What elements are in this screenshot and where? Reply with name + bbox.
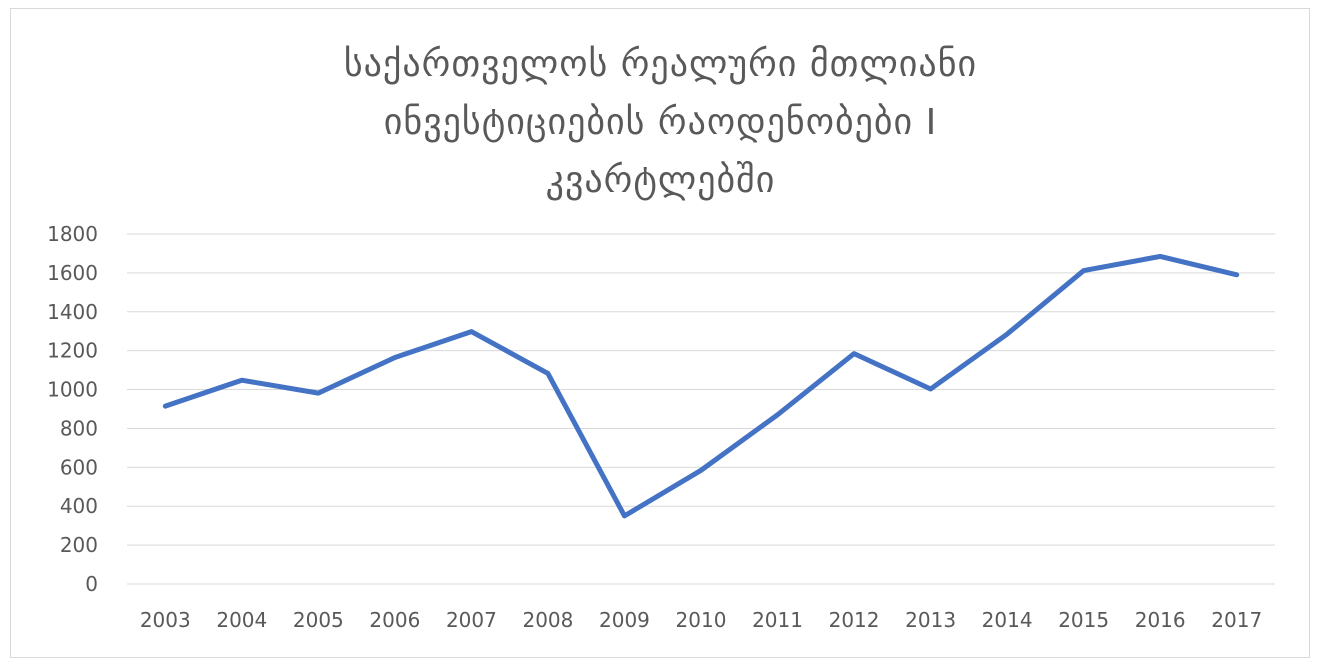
x-axis-tick-labels: 2003 2004 2005 2006 2007 2008 2009 2010 2011 2012… — [140, 608, 1262, 632]
x-tick-label: 2012 — [829, 608, 880, 632]
data-point-2011 — [776, 413, 779, 416]
x-tick-label: 2016 — [1135, 608, 1186, 632]
chart-title: საქართველოს რეალური მთლიანი ინვესტიციები… — [0, 36, 1321, 210]
x-tick-label: 2008 — [522, 608, 573, 632]
y-tick-label: 1800 — [47, 222, 98, 246]
x-tick-label: 2007 — [446, 608, 497, 632]
chart-frame — [10, 8, 1310, 658]
x-tick-label: 2003 — [140, 608, 191, 632]
x-tick-label: 2011 — [752, 608, 803, 632]
data-point-2004 — [240, 379, 243, 382]
y-tick-label: 200 — [60, 533, 98, 557]
x-tick-label: 2014 — [982, 608, 1033, 632]
x-tick-label: 2010 — [676, 608, 727, 632]
y-tick-label: 400 — [60, 494, 98, 518]
data-point-2006 — [393, 356, 396, 359]
data-point-2009 — [623, 514, 626, 517]
y-axis-tick-labels: 0 200 400 600 800 1000 1200 1400 1600 1800 — [47, 222, 98, 596]
data-point-2005 — [317, 392, 320, 395]
data-point-2012 — [853, 352, 856, 355]
series-line-group — [162, 253, 1240, 519]
x-tick-label: 2005 — [293, 608, 344, 632]
x-tick-label: 2015 — [1058, 608, 1109, 632]
x-tick-label: 2009 — [599, 608, 650, 632]
y-tick-label: 1400 — [47, 300, 98, 324]
data-point-2013 — [929, 387, 932, 390]
data-point-2007 — [470, 330, 473, 333]
y-tick-label: 600 — [60, 455, 98, 479]
data-point-2008 — [546, 372, 549, 375]
x-tick-label: 2017 — [1211, 608, 1262, 632]
x-tick-label: 2004 — [216, 608, 267, 632]
chart-title-line-2: ინვესტიციების რაოდენობები I — [383, 102, 938, 143]
chart-title-line-1: საქართველოს რეალური მთლიანი — [343, 44, 978, 85]
x-tick-label: 2013 — [905, 608, 956, 632]
y-tick-label: 1000 — [47, 378, 98, 402]
gridlines — [127, 233, 1275, 585]
y-tick-label: 1200 — [47, 339, 98, 363]
chart-title-line-3: კვარტლებში — [545, 160, 776, 201]
data-point-2010 — [700, 469, 702, 472]
y-tick-label: 800 — [60, 416, 98, 440]
data-point-2003 — [164, 405, 167, 408]
data-point-2015 — [1082, 269, 1085, 272]
series-line — [162, 253, 1240, 519]
data-point-2017 — [1235, 273, 1238, 276]
data-point-2016 — [1159, 255, 1162, 258]
x-tick-label: 2006 — [369, 608, 420, 632]
y-tick-label: 1600 — [47, 261, 98, 285]
data-point-2014 — [1006, 333, 1009, 336]
y-tick-label: 0 — [85, 572, 98, 596]
